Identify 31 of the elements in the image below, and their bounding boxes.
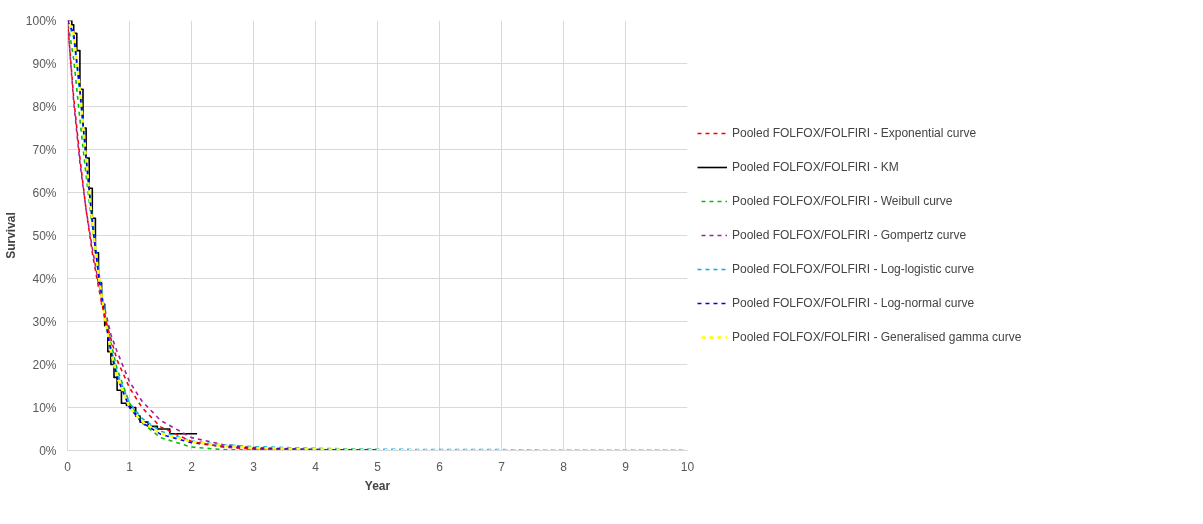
y-tick-label: 30% <box>32 314 57 329</box>
y-tick-label: 0% <box>39 443 57 458</box>
y-tick-label: 80% <box>32 99 57 114</box>
legend-label: Pooled FOLFOX/FOLFIRI - Log-logistic curve <box>732 262 975 276</box>
y-tick-label: 60% <box>32 185 57 200</box>
x-tick-label: 10 <box>680 459 695 474</box>
x-tick-label: 3 <box>250 459 258 474</box>
legend-label: Pooled FOLFOX/FOLFIRI - KM <box>732 160 899 174</box>
y-tick-label: 70% <box>32 142 57 157</box>
y-tick-label: 40% <box>32 271 57 286</box>
x-tick-label: 9 <box>622 459 630 474</box>
legend-label: Pooled FOLFOX/FOLFIRI - Weibull curve <box>732 194 953 208</box>
y-tick-label: 50% <box>32 228 57 243</box>
x-tick-label: 8 <box>560 459 568 474</box>
x-tick-label: 5 <box>374 459 382 474</box>
x-tick-label: 4 <box>312 459 320 474</box>
y-tick-label: 20% <box>32 357 57 372</box>
x-tick-label: 2 <box>188 459 196 474</box>
x-tick-label: 0 <box>64 459 72 474</box>
x-tick-label: 6 <box>436 459 444 474</box>
x-tick-label: 7 <box>498 459 506 474</box>
y-tick-label: 100% <box>25 13 57 28</box>
x-tick-label: 1 <box>126 459 134 474</box>
y-axis-title: Survival <box>3 212 18 259</box>
y-tick-label: 10% <box>32 400 57 415</box>
legend-label: Pooled FOLFOX/FOLFIRI - Generalised gamma curve <box>732 330 1022 344</box>
legend-label: Pooled FOLFOX/FOLFIRI - Exponential curve <box>732 126 977 140</box>
legend-label: Pooled FOLFOX/FOLFIRI - Log-normal curve <box>732 296 975 310</box>
legend-label: Pooled FOLFOX/FOLFIRI - Gompertz curve <box>732 228 967 242</box>
x-axis-title: Year <box>364 478 391 493</box>
y-tick-label: 90% <box>32 56 57 71</box>
